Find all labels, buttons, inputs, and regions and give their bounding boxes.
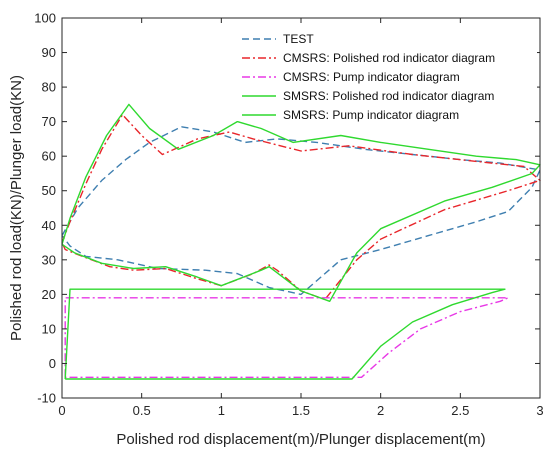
legend-box <box>230 27 537 121</box>
x-tick-label: 0.5 <box>133 403 151 418</box>
y-tick-label: 0 <box>49 356 56 371</box>
legend-label-1: TEST <box>283 32 314 46</box>
y-tick-label: 70 <box>42 114 56 129</box>
series-line-1 <box>61 126 541 296</box>
legend-label-4: SMSRS: Polished rod indicator diagram <box>283 89 494 103</box>
x-tick-label: 3 <box>536 403 543 418</box>
legend-label-5: SMSRS: Pump indicator diagram <box>283 108 459 122</box>
y-tick-label: 90 <box>42 45 56 60</box>
y-tick-label: 20 <box>42 287 56 302</box>
x-axis-label: Polished rod displacement(m)/Plunger dis… <box>116 431 485 448</box>
y-tick-label: 40 <box>42 218 56 233</box>
y-tick-label: 50 <box>42 183 56 198</box>
x-tick-label: 2 <box>377 403 384 418</box>
y-tick-label: 10 <box>42 321 56 336</box>
y-tick-label: 30 <box>42 252 56 267</box>
x-tick-label: 1.5 <box>292 403 310 418</box>
legend: TEST CMSRS: Polished rod indicator diagra… <box>230 27 537 122</box>
legend-label-2: CMSRS: Polished rod indicator diagram <box>283 51 495 65</box>
series-line-2 <box>61 113 541 301</box>
x-tick-label: 0 <box>58 403 65 418</box>
y-tick-label: 80 <box>42 80 56 95</box>
series-line-5 <box>64 288 506 380</box>
x-tick-label: 1 <box>218 403 225 418</box>
legend-label-3: CMSRS: Pump indicator diagram <box>283 70 460 84</box>
y-tick-label: 100 <box>34 11 56 26</box>
y-axis-label: Polished rod load(KN)/Plunger load(KN) <box>8 75 25 341</box>
y-tick-label: -10 <box>37 391 56 406</box>
x-tick-label: 2.5 <box>451 403 469 418</box>
y-tick-label: 60 <box>42 149 56 164</box>
series-line-3 <box>64 297 509 378</box>
